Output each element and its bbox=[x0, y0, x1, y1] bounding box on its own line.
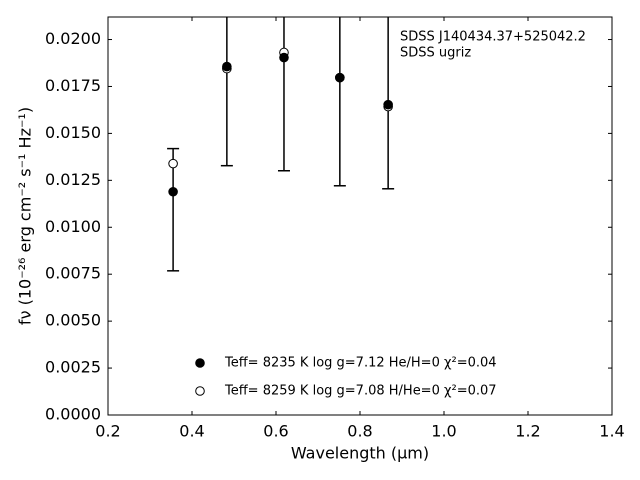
x-tick-label: 1.2 bbox=[515, 422, 540, 441]
annotation: SDSS ugriz bbox=[400, 46, 471, 61]
x-axis-label: Wavelength (μm) bbox=[291, 444, 429, 463]
x-tick-label: 0.6 bbox=[263, 422, 288, 441]
x-tick-label: 0.2 bbox=[95, 422, 120, 441]
data-point bbox=[383, 99, 393, 110]
y-tick-label: 0.0175 bbox=[45, 76, 101, 95]
data-point bbox=[279, 52, 289, 63]
x-tick-label: 0.4 bbox=[179, 422, 204, 441]
data-point bbox=[222, 61, 232, 72]
legend-marker bbox=[195, 358, 205, 368]
y-axis-label: fν (10⁻²⁶ erg cm⁻² s⁻¹ Hz⁻¹) bbox=[16, 107, 35, 325]
error-bar bbox=[277, 17, 290, 172]
y-tick-label: 0.0100 bbox=[45, 217, 101, 236]
error-bar bbox=[167, 147, 180, 272]
data-point bbox=[168, 186, 178, 197]
y-tick-label: 0.0075 bbox=[45, 264, 101, 283]
legend-marker bbox=[195, 386, 205, 396]
legend-label: Teff= 8235 K log g=7.12 He/H=0 χ²=0.04 bbox=[224, 356, 497, 371]
y-tick-label: 0.0050 bbox=[45, 311, 101, 330]
y-tick-label: 0.0000 bbox=[45, 405, 101, 424]
x-tick-label: 1.0 bbox=[431, 422, 456, 441]
y-tick-label: 0.0025 bbox=[45, 358, 101, 377]
y-tick-label: 0.0125 bbox=[45, 170, 101, 189]
legend-label: Teff= 8259 K log g=7.08 H/He=0 χ²=0.07 bbox=[224, 384, 497, 399]
data-point bbox=[168, 158, 178, 169]
annotation: SDSS J140434.37+525042.2 bbox=[400, 30, 586, 45]
x-tick-label: 0.8 bbox=[347, 422, 372, 441]
y-tick-label: 0.0150 bbox=[45, 123, 101, 142]
error-bar bbox=[220, 17, 233, 167]
y-tick-label: 0.0200 bbox=[45, 29, 101, 48]
x-tick-label: 1.4 bbox=[599, 422, 624, 441]
error-bar bbox=[333, 17, 346, 187]
data-point bbox=[335, 72, 345, 83]
